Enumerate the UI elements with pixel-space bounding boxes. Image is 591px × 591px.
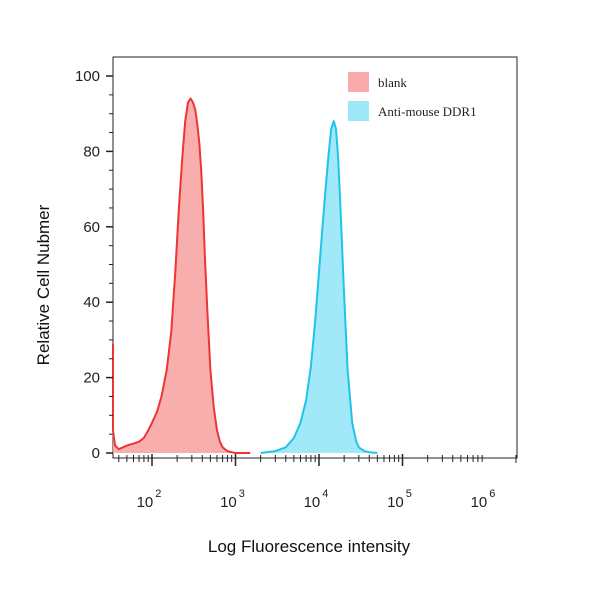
x-tick-label-1: 10 3 [220, 488, 245, 511]
x-tick-label-3: 10 5 [387, 488, 412, 511]
legend-swatch-1 [348, 101, 369, 121]
series-line-0 [112, 97, 251, 454]
y-axis-title: Relative Cell Nubmer [34, 204, 53, 365]
y-tick-label-3: 60 [83, 219, 100, 236]
x-axis-title: Log Fluorescence intensity [208, 537, 411, 556]
legend-label-1: Anti-mouse DDR1 [378, 104, 477, 119]
y-axis-ticks: 0 20 40 60 80 100 [75, 68, 113, 462]
x-tick-label-2: 10 4 [304, 488, 329, 511]
x-tick-label-4: 10 6 [471, 488, 496, 511]
series-area-0 [113, 98, 251, 453]
legend-swatch-0 [348, 72, 369, 92]
y-tick-label-5: 100 [75, 68, 100, 85]
series-layer [112, 97, 517, 459]
legend: blank Anti-mouse DDR1 [348, 72, 477, 121]
series-line-1 [260, 120, 378, 454]
legend-label-0: blank [378, 75, 407, 90]
y-tick-label-4: 80 [83, 143, 100, 160]
x-tick-label-0: 10 2 [137, 488, 162, 511]
y-tick-label-2: 40 [83, 294, 100, 311]
y-tick-label-1: 20 [83, 370, 100, 387]
y-tick-label-0: 0 [92, 445, 100, 462]
series-area-1 [260, 121, 378, 453]
x-axis-ticks: 10 2 10 3 10 4 10 5 10 6 [118, 454, 517, 511]
